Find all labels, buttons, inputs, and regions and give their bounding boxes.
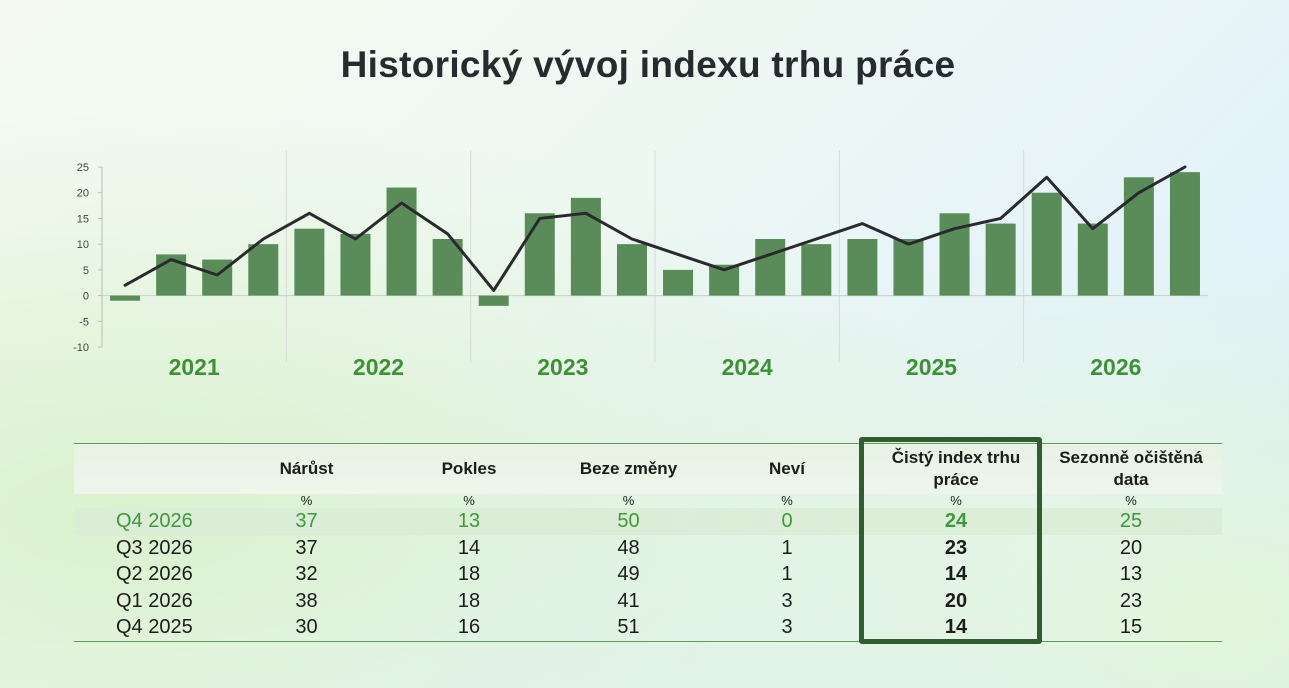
chart-bar bbox=[1169, 172, 1200, 296]
header-empty bbox=[74, 443, 230, 494]
cell-growth: 32 bbox=[295, 563, 318, 586]
year-label: 2024 bbox=[722, 354, 773, 380]
data-table: Nárůst Pokles Beze změny Neví Čistý inde… bbox=[74, 443, 1222, 642]
chart-bar bbox=[801, 244, 832, 296]
chart-bar bbox=[893, 239, 924, 296]
chart-bar bbox=[616, 244, 647, 296]
table-row: Q1 2026 38 18 41 3 20 23 bbox=[74, 588, 1222, 615]
cell-no-change: 41 bbox=[617, 589, 640, 612]
cell-decline: 16 bbox=[383, 614, 555, 642]
year-label: 2023 bbox=[537, 354, 588, 380]
y-tick-label: 15 bbox=[77, 213, 89, 225]
data-table-container: Nárůst Pokles Beze změny Neví Čistý inde… bbox=[74, 443, 1222, 642]
cell-no-change: 50 bbox=[555, 508, 702, 535]
header-decline: Pokles bbox=[383, 443, 555, 494]
row-quarter-label: Q4 2025 bbox=[74, 614, 230, 642]
table-row: Q4 2025 30 16 51 3 14 15 bbox=[74, 614, 1222, 642]
chart-bar bbox=[755, 239, 786, 296]
y-tick-label: -5 bbox=[79, 316, 89, 328]
cell-decline: 18 bbox=[457, 589, 481, 612]
header-net-index: Čistý index trhu práce bbox=[872, 443, 1040, 494]
cell-decline: 18 bbox=[457, 563, 481, 586]
chart-bar bbox=[478, 295, 509, 306]
cell-growth: 30 bbox=[230, 614, 383, 642]
chart-bar bbox=[1077, 223, 1108, 296]
chart-bar bbox=[847, 239, 878, 296]
cell-decline: 13 bbox=[383, 508, 555, 535]
chart-bar bbox=[1123, 177, 1154, 296]
cell-net-index: 20 bbox=[944, 589, 968, 612]
cell-seasonally-adjusted: 25 bbox=[1040, 508, 1222, 535]
cell-no-change: 49 bbox=[617, 563, 640, 586]
y-tick-label: 20 bbox=[77, 188, 89, 200]
table-header-row: Nárůst Pokles Beze změny Neví Čistý inde… bbox=[74, 443, 1222, 494]
year-label: 2021 bbox=[169, 354, 220, 380]
cell-net-index: 24 bbox=[872, 508, 1040, 535]
cell-dont-know: 0 bbox=[702, 508, 872, 535]
cell-seasonally-adjusted: 23 bbox=[1119, 589, 1143, 612]
cell-decline: 14 bbox=[457, 536, 481, 559]
cell-growth: 38 bbox=[295, 589, 318, 612]
chart-bar bbox=[110, 295, 141, 301]
cell-seasonally-adjusted: 15 bbox=[1040, 614, 1222, 642]
cell-no-change: 48 bbox=[617, 536, 640, 559]
cell-dont-know: 1 bbox=[781, 563, 793, 586]
unit-cell: % bbox=[463, 493, 475, 508]
row-quarter-label: Q2 2026 bbox=[116, 563, 193, 586]
cell-net-index: 14 bbox=[872, 614, 1040, 642]
chart-bar bbox=[985, 223, 1016, 296]
chart-bar bbox=[524, 213, 555, 296]
row-quarter-label: Q1 2026 bbox=[116, 589, 193, 612]
table-units-row: % % % % % % bbox=[74, 494, 1222, 508]
net-index-line bbox=[123, 165, 1187, 292]
unit-cell bbox=[74, 494, 230, 508]
row-quarter-label: Q3 2026 bbox=[116, 536, 193, 559]
unit-cell: % bbox=[781, 493, 793, 508]
header-seasonally-adjusted: Sezonně očištěná data bbox=[1040, 443, 1222, 494]
header-no-change: Beze změny bbox=[555, 443, 702, 494]
unit-cell: % bbox=[1125, 493, 1137, 508]
cell-dont-know: 3 bbox=[781, 589, 793, 612]
unit-cell: % bbox=[300, 493, 313, 508]
header-growth: Nárůst bbox=[230, 443, 383, 494]
chart-bar bbox=[1031, 192, 1062, 296]
header-dont-know: Neví bbox=[702, 443, 872, 494]
chart-bar bbox=[340, 233, 371, 296]
y-tick-label: -10 bbox=[73, 342, 89, 354]
cell-no-change: 51 bbox=[555, 614, 702, 642]
cell-growth: 37 bbox=[230, 508, 383, 535]
cell-net-index: 14 bbox=[944, 563, 968, 586]
cell-dont-know: 1 bbox=[781, 536, 793, 559]
table-row: Q4 2026 37 13 50 0 24 25 bbox=[74, 508, 1222, 535]
cell-dont-know: 3 bbox=[702, 614, 872, 642]
unit-cell: % bbox=[622, 493, 635, 508]
y-tick-label: 10 bbox=[77, 239, 89, 251]
table-row: Q3 2026 37 14 48 1 23 20 bbox=[74, 535, 1222, 562]
year-label: 2026 bbox=[1090, 354, 1141, 380]
y-tick-label: 5 bbox=[83, 265, 89, 277]
cell-seasonally-adjusted: 20 bbox=[1119, 536, 1143, 559]
labor-index-chart: 2021 2022 2023 2024 2025 2026 25 20 15 10 5 0 -5 -10 bbox=[73, 150, 1208, 380]
y-tick-label: 0 bbox=[83, 291, 89, 303]
y-tick-label: 25 bbox=[77, 162, 89, 174]
unit-cell: % bbox=[950, 493, 962, 508]
cell-growth: 37 bbox=[295, 536, 318, 559]
header-net-index-label: Čistý index trhu práce bbox=[891, 448, 1021, 489]
chart-bar bbox=[248, 244, 279, 296]
chart-bar bbox=[386, 187, 417, 296]
chart-bar bbox=[663, 269, 694, 296]
year-label: 2022 bbox=[353, 354, 404, 380]
year-label: 2025 bbox=[906, 354, 957, 380]
cell-seasonally-adjusted: 13 bbox=[1119, 563, 1143, 586]
chart-bar bbox=[294, 228, 325, 296]
table-row: Q2 2026 32 18 49 1 14 13 bbox=[74, 561, 1222, 588]
row-quarter-label: Q4 2026 bbox=[74, 508, 230, 535]
cell-net-index: 23 bbox=[944, 536, 968, 559]
page-title: Historický vývoj indexu trhu práce bbox=[340, 44, 956, 85]
